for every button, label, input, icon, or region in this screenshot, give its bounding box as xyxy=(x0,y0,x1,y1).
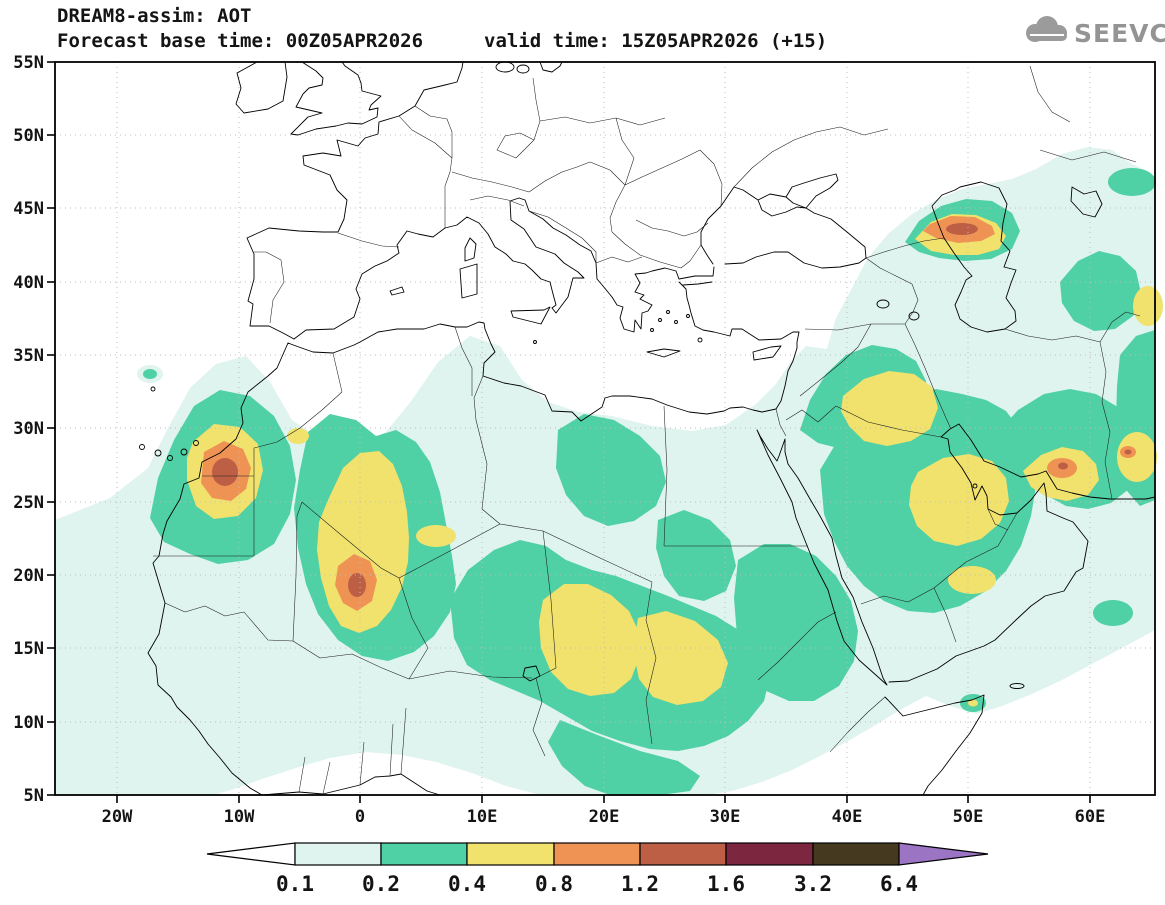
lon-tick-label: 10W xyxy=(224,807,255,827)
colorbar-segment xyxy=(294,842,382,866)
lat-tick-label: 10N xyxy=(13,713,44,733)
lakes xyxy=(522,299,920,682)
colorbar-tick-label: 1.2 xyxy=(621,872,659,896)
lon-tick-label: 60E xyxy=(1075,807,1106,827)
longitude-axis: 20W 10W 0 10E 20E 30E 40E 50E 60E xyxy=(102,807,1106,827)
lat-tick-label: 55N xyxy=(13,53,44,73)
colorbar-segment xyxy=(380,842,468,866)
colorbar-tick-label: 0.1 xyxy=(276,872,314,896)
colorbar-tick-label: 6.4 xyxy=(880,872,918,896)
aot-level-1.2 xyxy=(212,223,1132,597)
seevccc-logo: SEEVCCC xyxy=(1026,16,1165,48)
colorbar-tick-label: 1.6 xyxy=(707,872,745,896)
cloud-icon xyxy=(1026,16,1067,42)
lat-tick-label: 5N xyxy=(24,786,44,806)
lat-tick-label: 50N xyxy=(13,126,44,146)
colorbar-tick-label: 0.2 xyxy=(362,872,400,896)
colorbar-segment xyxy=(725,842,814,866)
lon-tick-label: 0 xyxy=(355,807,365,827)
coastlines xyxy=(147,61,1156,796)
latitude-axis: 55N 50N 45N 40N 35N 30N 25N 20N 15N 10N … xyxy=(13,53,44,806)
lon-tick-label: 50E xyxy=(953,807,984,827)
valid-time: valid time: 15Z05APR2026 (+15) xyxy=(484,30,827,52)
plot-header: DREAM8-assim: AOT Forecast base time: 00… xyxy=(57,5,827,52)
aot-fill-contours xyxy=(55,147,1163,795)
colorbar-tick-label: 0.8 xyxy=(535,872,573,896)
lon-tick-label: 40E xyxy=(832,807,863,827)
lat-tick-label: 40N xyxy=(13,273,44,293)
lat-tick-label: 15N xyxy=(13,639,44,659)
colorbar-tick-label: 3.2 xyxy=(794,872,832,896)
lat-tick-label: 45N xyxy=(13,199,44,219)
lon-tick-label: 20E xyxy=(589,807,620,827)
colorbar-underflow-arrow xyxy=(206,842,296,866)
lat-tick-label: 30N xyxy=(13,419,44,439)
lat-tick-label: 35N xyxy=(13,346,44,366)
lon-tick-label: 10E xyxy=(467,807,498,827)
lon-tick-label: 20W xyxy=(102,807,133,827)
forecast-base-time: Forecast base time: 00Z05APR2026 xyxy=(57,30,423,52)
colorbar-segment xyxy=(466,842,555,866)
lat-tick-label: 25N xyxy=(13,493,44,513)
islands xyxy=(139,61,1025,689)
gridlines xyxy=(55,62,1155,795)
colorbar-tick-label: 0.4 xyxy=(448,872,486,896)
axis-ticks xyxy=(47,61,1091,803)
seevccc-logo-text: SEEVCCC xyxy=(1074,19,1165,48)
country-borders xyxy=(153,65,1141,795)
lon-tick-label: 30E xyxy=(710,807,741,827)
plot-title: DREAM8-assim: AOT xyxy=(57,5,251,27)
lat-tick-label: 20N xyxy=(13,566,44,586)
colorbar-segment xyxy=(812,842,900,866)
colorbar-overflow-arrow xyxy=(898,842,989,866)
colorbar-segment xyxy=(639,842,727,866)
colorbar-segment xyxy=(553,842,641,866)
colorbar: 0.1 0.2 0.4 0.8 1.2 1.6 3.2 6.4 xyxy=(206,842,989,896)
